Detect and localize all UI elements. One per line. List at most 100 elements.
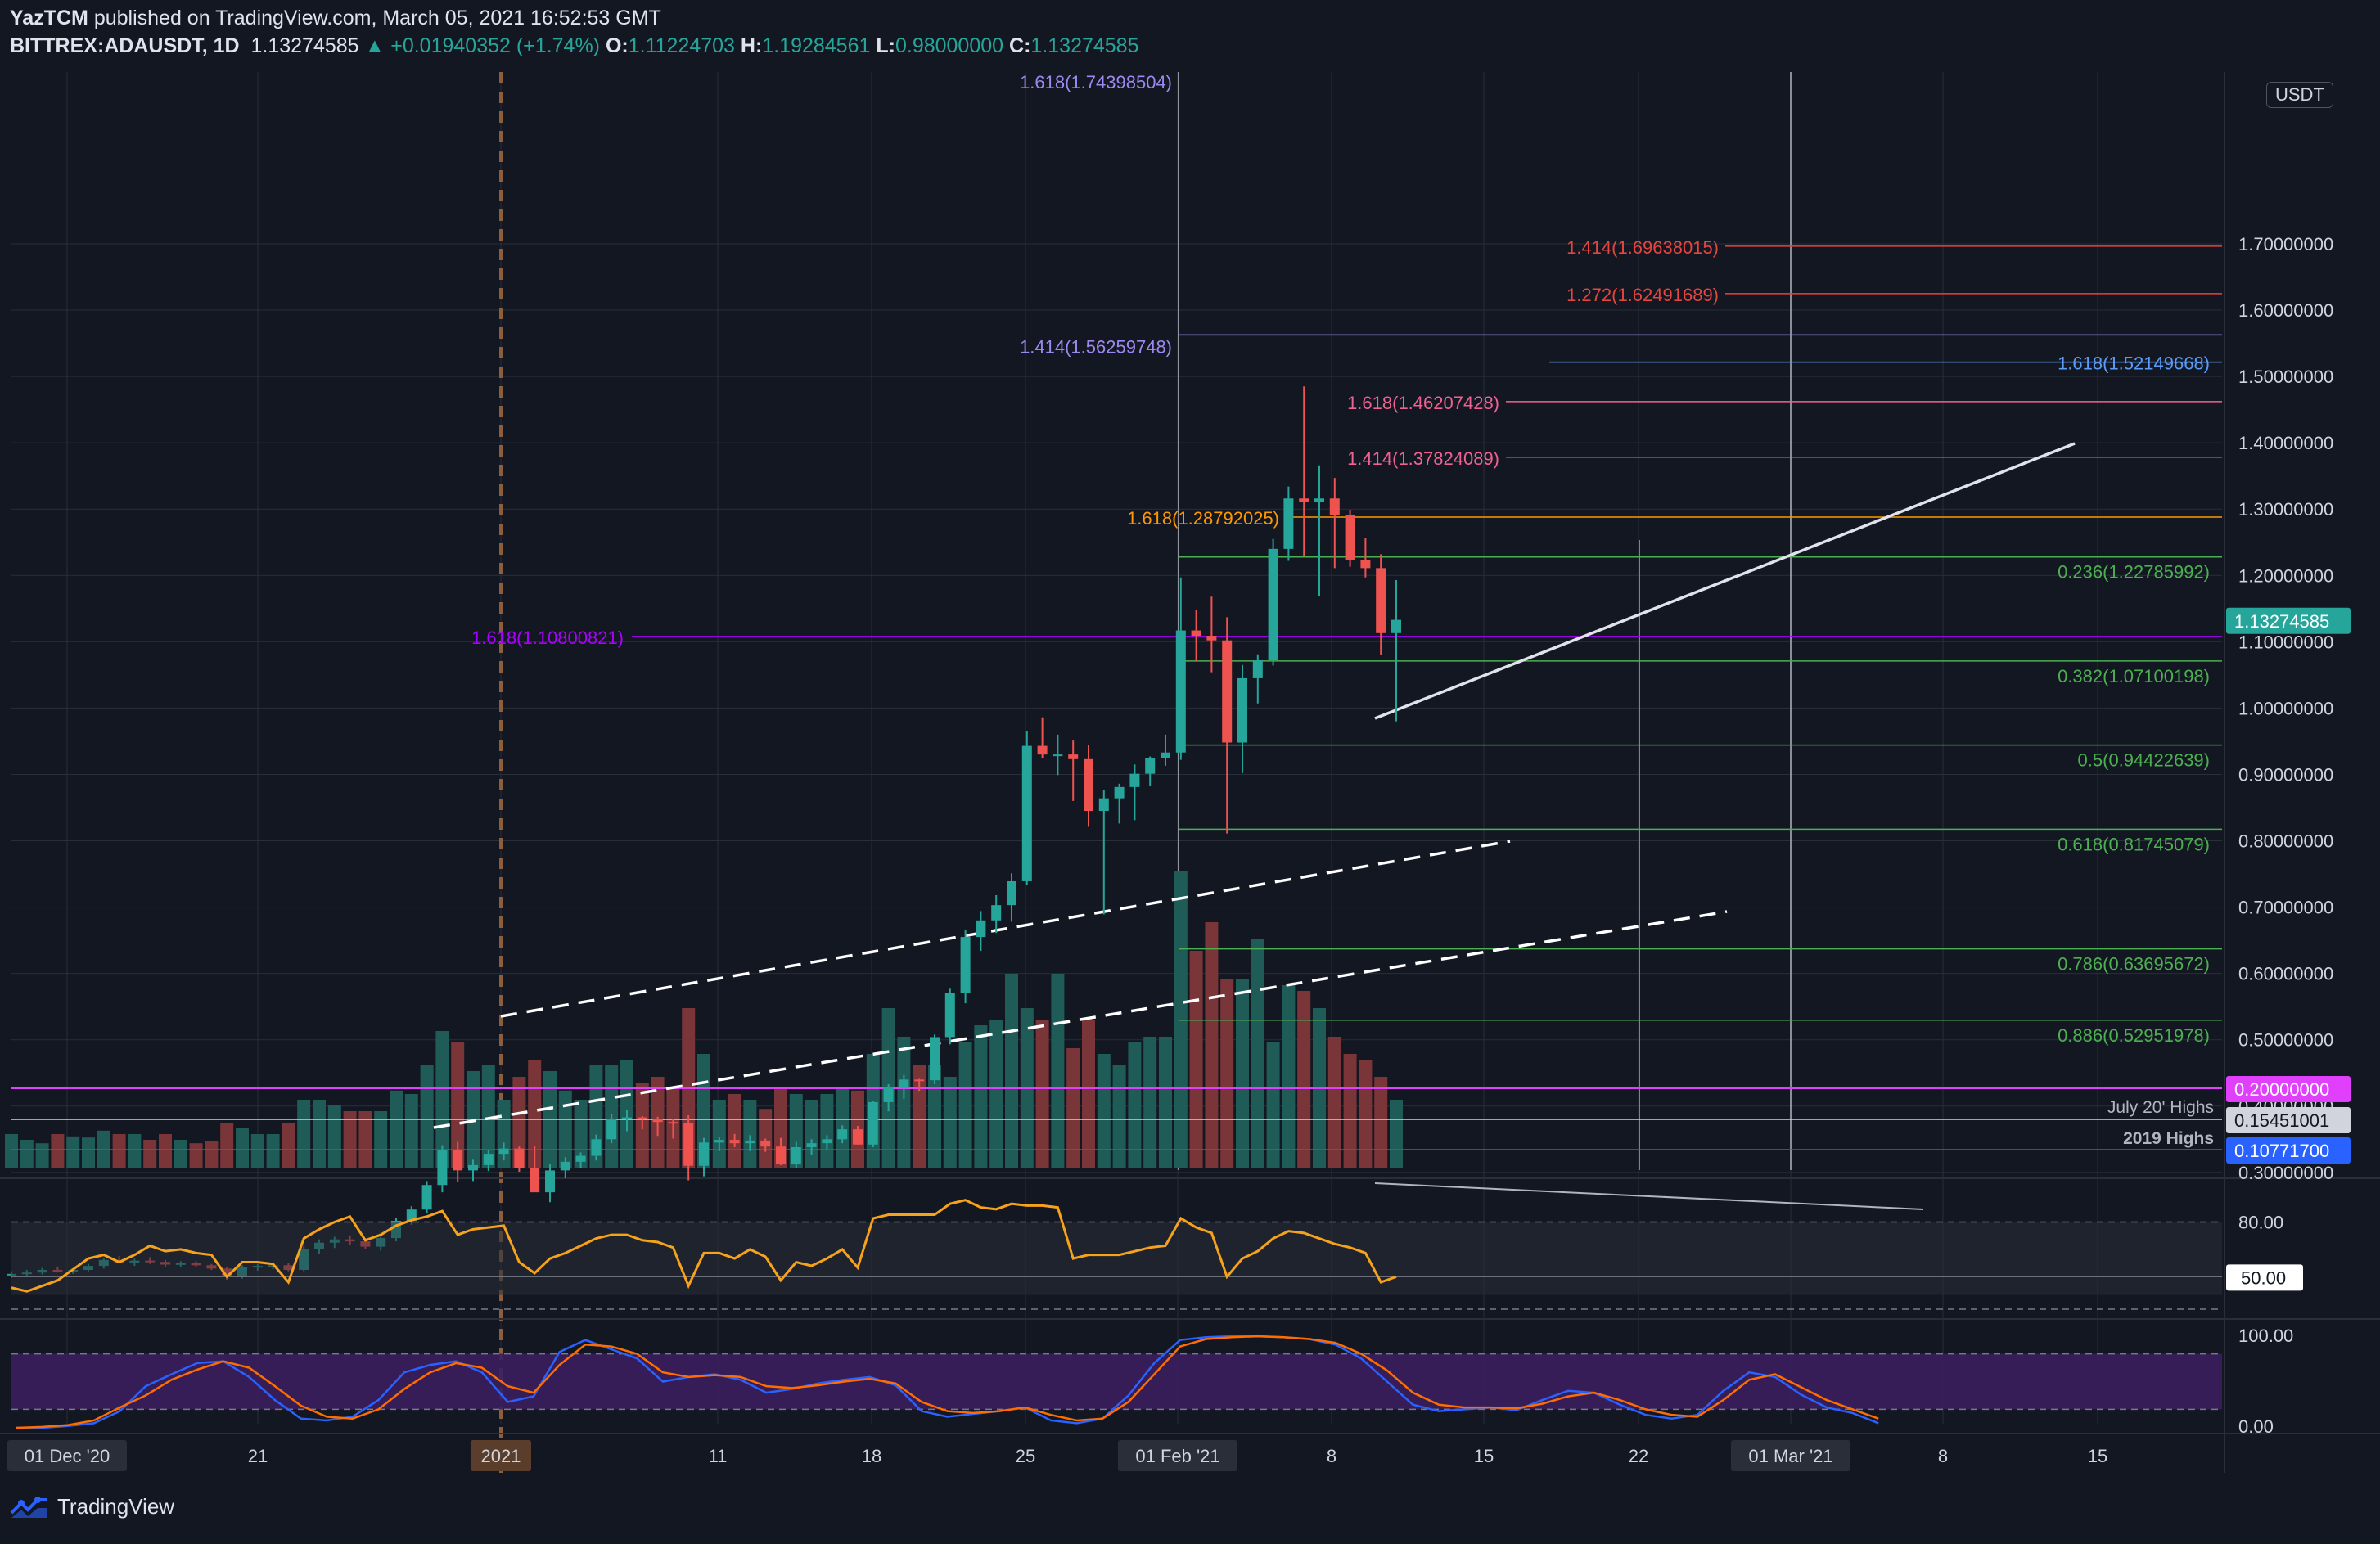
time-axis-label: 22: [1629, 1446, 1648, 1466]
candle-body: [729, 1140, 740, 1144]
candle-body: [1114, 786, 1125, 799]
support-badge-2019: 0.10771700: [2234, 1141, 2329, 1161]
support-trendline: [1374, 442, 2076, 720]
candle-body: [1360, 560, 1371, 569]
volume-bar: [1066, 1048, 1080, 1168]
volume-bar: [420, 1065, 434, 1168]
close-value: 1.13274585: [1030, 34, 1139, 57]
volume-bar: [66, 1136, 80, 1168]
volume-bar: [820, 1094, 834, 1168]
candle-body: [1329, 498, 1340, 515]
volume-bar: [358, 1111, 372, 1168]
candle-body: [668, 1122, 678, 1124]
candle-body: [1206, 636, 1217, 641]
candle-body: [1161, 752, 1170, 758]
candle-body: [837, 1129, 848, 1140]
current-price-badge: 1.13274585: [2234, 611, 2329, 632]
candle-body: [960, 937, 971, 993]
currency-button[interactable]: USDT: [2266, 82, 2333, 108]
volume-bar: [1390, 1100, 1403, 1168]
fib-level-label: 0.786(0.63695672): [2058, 954, 2210, 975]
candle-body: [606, 1119, 617, 1140]
stoch-axis-label: 0.00: [2238, 1416, 2274, 1437]
volume-bar: [282, 1123, 295, 1168]
volume-bar: [35, 1143, 49, 1168]
volume-bars: [5, 871, 1403, 1168]
fib-level-label: 1.618(1.46207428): [1347, 393, 1499, 413]
volume-bar: [313, 1100, 326, 1168]
fib-level-label: 1.618(1.10800821): [471, 628, 624, 648]
support-label-july20: July 20' Highs: [2107, 1098, 2214, 1117]
rsi-divergence-line: [1374, 1182, 1924, 1210]
tradingview-branding[interactable]: TradingView: [10, 1494, 174, 1519]
symbol-name[interactable]: BITTREX:ADAUSDT, 1D: [10, 34, 240, 57]
volume-bar: [1251, 939, 1264, 1168]
fib-level-label: 1.414(1.69638015): [1566, 237, 1719, 258]
candle-body: [745, 1140, 755, 1144]
volume-bar: [1112, 1065, 1126, 1168]
low-label: L:: [876, 34, 895, 57]
rsi-current-badge-bg: [2226, 1264, 2303, 1291]
volume-bar: [1205, 922, 1219, 1168]
fib-level-label: 0.382(1.07100198): [2058, 666, 2210, 686]
candle-body: [944, 993, 955, 1038]
candle-body: [1268, 548, 1278, 661]
volume-bar: [236, 1128, 249, 1168]
volume-bar: [1359, 1060, 1373, 1168]
candle-body: [468, 1164, 478, 1171]
candle-body: [1345, 515, 1355, 560]
volume-bar: [1159, 1037, 1172, 1168]
candle-body: [1222, 640, 1233, 743]
volume-bar: [374, 1111, 388, 1168]
price-axis-label: 1.40000000: [2238, 433, 2333, 453]
rsi-current-badge: 50.00: [2241, 1267, 2286, 1288]
volume-bar: [989, 1020, 1003, 1168]
channel-line-lower: [433, 910, 1728, 1129]
time-axis-label: 25: [1016, 1446, 1035, 1466]
volume-bar: [897, 1037, 911, 1168]
support-badge-2019-bg: [2226, 1137, 2351, 1164]
price-axis-label: 0.50000000: [2238, 1030, 2333, 1051]
fib-level-label: 0.236(1.22785992): [2058, 562, 2210, 583]
candle-body: [760, 1140, 771, 1147]
volume-bar: [512, 1077, 526, 1168]
low-value: 0.98000000: [895, 34, 1004, 57]
price-axis-label: 1.60000000: [2238, 300, 2333, 321]
stoch-axis-label: 100.00: [2238, 1326, 2293, 1346]
time-axis-label: 8: [1327, 1446, 1336, 1466]
volume-bar: [558, 1090, 572, 1168]
candle-body: [637, 1117, 647, 1119]
time-axis-label: 18: [862, 1446, 881, 1466]
candle-body: [1007, 880, 1016, 906]
volume-bar: [1005, 974, 1018, 1168]
support-badge-020-bg: [2226, 1076, 2351, 1102]
volume-bar: [1220, 979, 1234, 1168]
publisher-name[interactable]: YazTCM: [10, 7, 88, 29]
price-axis-label: 0.70000000: [2238, 898, 2333, 918]
stoch-rsi-pane: [11, 1335, 2222, 1429]
close-label: C:: [1009, 34, 1031, 57]
time-axis-label: 11: [709, 1446, 728, 1466]
brand-text: TradingView: [57, 1494, 175, 1519]
volume-bar: [1236, 979, 1249, 1168]
rsi-band: [11, 1222, 2222, 1295]
volume-bar: [943, 1077, 957, 1168]
candle-body: [868, 1101, 878, 1145]
candle-body: [1145, 758, 1156, 774]
volume-bar: [20, 1140, 34, 1168]
candle-body: [421, 1185, 432, 1210]
candle-body: [1391, 619, 1401, 633]
time-axis-label: 01 Feb '21: [1135, 1446, 1219, 1466]
volume-bar: [327, 1105, 341, 1168]
price-axis-label: 1.70000000: [2238, 234, 2333, 254]
volume-bar: [205, 1141, 219, 1168]
fib-level-label: 0.886(0.52951978): [2058, 1025, 2210, 1046]
candle-body: [498, 1148, 509, 1155]
open-value: 1.11224703: [628, 34, 735, 57]
candle-body: [622, 1117, 632, 1119]
volume-bar: [1374, 1077, 1388, 1168]
price-axis-label: 1.30000000: [2238, 499, 2333, 520]
time-axis-label: 21: [248, 1446, 268, 1466]
